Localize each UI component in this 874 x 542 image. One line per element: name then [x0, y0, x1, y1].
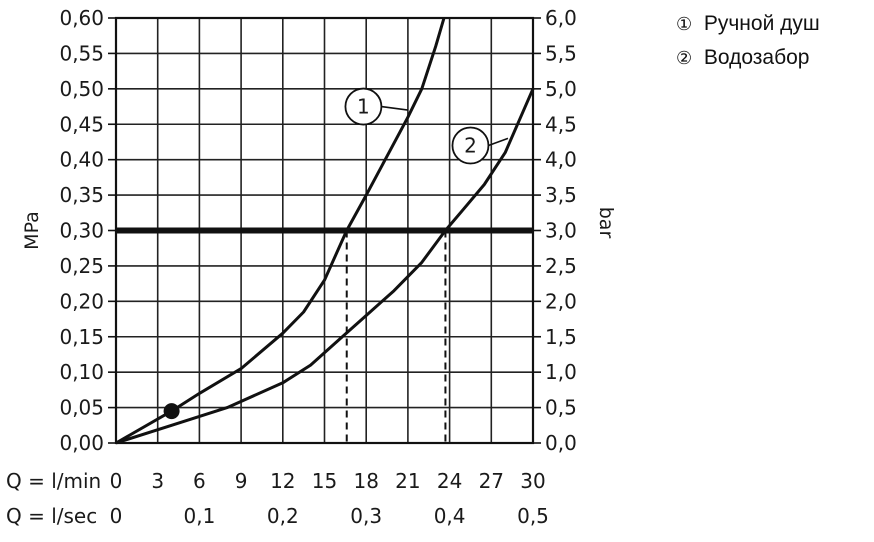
x-tick-label-primary: 24 — [437, 469, 462, 493]
x-tick-label-secondary: 0 — [110, 504, 123, 528]
x-tick-label-secondary: 0,5 — [517, 504, 549, 528]
callout-leader-2 — [488, 137, 509, 147]
right-axis-title: bar — [595, 207, 617, 239]
right-tick-label: 0,5 — [545, 396, 577, 420]
x-tick-label-primary: 27 — [479, 469, 504, 493]
left-tick-label: 0,20 — [59, 289, 104, 313]
left-tick-label: 0,45 — [59, 112, 104, 136]
x-tick-label-primary: 9 — [235, 469, 248, 493]
right-tick-label: 1,5 — [545, 325, 577, 349]
legend-marker-2: ② — [676, 48, 693, 68]
callout-circle-1 — [344, 87, 383, 126]
right-tick-label: 6,0 — [545, 6, 577, 30]
legend-label-1: Ручной душ — [703, 12, 820, 35]
legend-marker-1: ① — [676, 14, 693, 34]
x-tick-label-primary: 12 — [270, 469, 295, 493]
left-tick-label: 0,00 — [59, 431, 104, 455]
left-tick-label: 0,35 — [59, 183, 104, 207]
right-tick-label: 5,5 — [545, 41, 577, 65]
left-tick-label: 0,05 — [59, 396, 104, 420]
right-tick-label: 2,5 — [545, 254, 577, 278]
right-tick-label: 4,5 — [545, 112, 577, 136]
right-tick-label: 3,0 — [545, 219, 577, 243]
x-tick-label-primary: 0 — [110, 469, 123, 493]
x-tick-label-primary: 15 — [312, 469, 337, 493]
x-axis-primary-title: Q = l/min — [6, 469, 101, 493]
callout-circle-2 — [451, 126, 490, 165]
x-tick-label-primary: 21 — [395, 469, 420, 493]
x-tick-label-secondary: 0,2 — [267, 504, 299, 528]
right-tick-label: 3,5 — [545, 183, 577, 207]
legend: ① Ручной душ ② Водозабор — [676, 10, 820, 78]
callout-label-2: 2 — [464, 134, 477, 158]
x-tick-label-primary: 3 — [151, 469, 164, 493]
left-tick-label: 0,60 — [59, 6, 104, 30]
x-tick-label-secondary: 0,3 — [350, 504, 382, 528]
callout-leader-1 — [381, 105, 409, 111]
legend-label-2: Водозабор — [703, 46, 810, 69]
highlight-point — [163, 403, 180, 420]
left-tick-label: 0,55 — [59, 41, 104, 65]
x-tick-label-primary: 18 — [353, 469, 378, 493]
left-tick-label: 0,25 — [59, 254, 104, 278]
left-tick-label: 0,15 — [59, 325, 104, 349]
left-tick-label: 0,40 — [59, 148, 104, 172]
right-tick-label: 0,0 — [545, 431, 577, 455]
left-tick-label: 0,30 — [59, 219, 104, 243]
left-tick-label: 0,10 — [59, 360, 104, 384]
x-tick-label-secondary: 0,1 — [183, 504, 215, 528]
x-tick-label-primary: 6 — [193, 469, 206, 493]
right-tick-label: 4,0 — [545, 148, 577, 172]
series-line-1 — [115, 17, 446, 445]
x-tick-label-secondary: 0,4 — [434, 504, 466, 528]
x-tick-label-primary: 30 — [520, 469, 545, 493]
callout-label-1: 1 — [357, 95, 370, 119]
right-tick-label: 1,0 — [545, 360, 577, 384]
x-axis-secondary-title: Q = l/sec — [6, 504, 97, 528]
series-line-2 — [115, 88, 535, 445]
right-tick-label: 2,0 — [545, 289, 577, 313]
left-axis-title: MPa — [21, 211, 43, 250]
right-tick-label: 5,0 — [545, 77, 577, 101]
legend-item-2: ② Водозабор — [676, 44, 820, 78]
left-tick-label: 0,50 — [59, 77, 104, 101]
legend-item-1: ① Ручной душ — [676, 10, 820, 44]
